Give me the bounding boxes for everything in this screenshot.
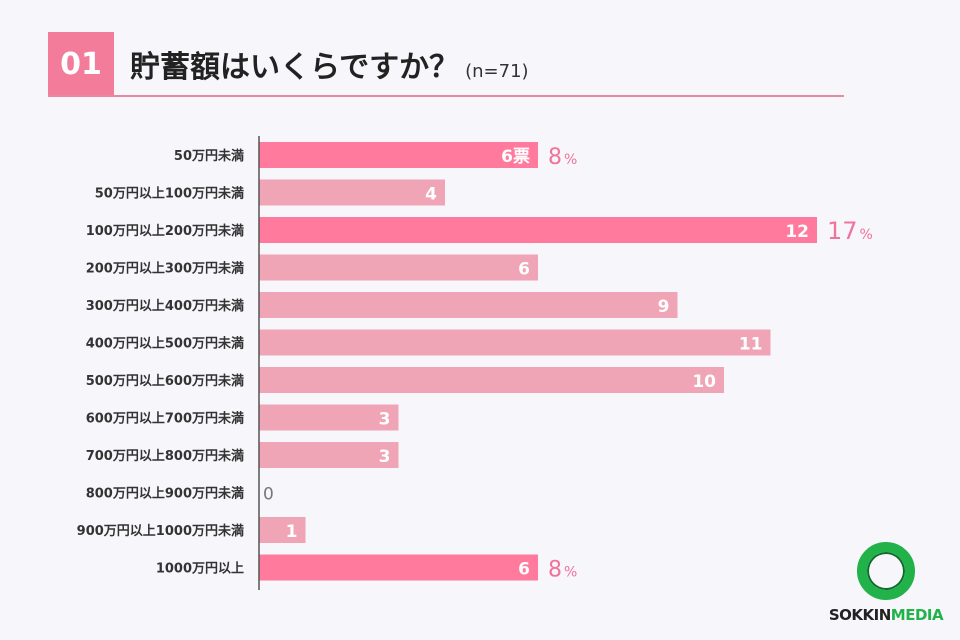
percent-label: 8% [548,145,577,170]
category-label: 400万円以上500万円未満 [86,336,244,352]
bar [259,179,445,206]
bar [259,517,306,543]
bar [259,442,399,468]
percent-label: 8% [548,558,577,583]
category-label: 500万円以上600万円未満 [86,373,244,389]
bar [259,254,538,281]
category-label: 100万円以上200万円未満 [86,223,244,239]
category-label: 900万円以上1000万円未満 [77,523,244,539]
bar [259,367,724,393]
bar-value-label: 6 [518,260,530,280]
category-label: 800万円以上900万円未満 [86,486,244,502]
bar-value-label: 1 [286,522,298,542]
chart-header: 01 貯蓄額はいくらですか？ (n=71) [48,32,844,97]
bar [259,404,399,431]
bar [259,142,538,168]
percent-label: 17% [827,217,873,245]
bar-value-label: 12 [785,222,809,242]
category-label: 50万円未満 [174,148,244,164]
bar-value-label: 6 [518,560,530,580]
sample-size: (n=71) [465,61,529,82]
chart-title-text: 貯蓄額はいくらですか？ [130,50,460,85]
bar-value-label: 0 [263,485,274,505]
bar-value-label: 6票 [501,147,530,167]
logo-ring-icon [857,542,915,600]
category-label: 600万円以上700万円未満 [86,411,244,427]
bar-value-label: 3 [379,447,391,467]
category-label: 50万円以上100万円未満 [95,186,244,202]
bar-value-label: 4 [425,185,437,205]
question-number-badge: 01 [48,32,114,96]
bar [259,554,538,581]
bar-value-label: 11 [739,335,763,355]
bar-value-label: 9 [658,297,670,317]
bar-value-label: 10 [692,372,716,392]
category-label: 700万円以上800万円未満 [86,448,244,464]
category-label: 200万円以上300万円未満 [86,261,244,277]
category-label: 1000万円以上 [156,562,244,577]
chart-title: 貯蓄額はいくらですか？ (n=71) [130,42,529,86]
category-label: 300万円以上400万円未満 [86,298,244,314]
bar [259,292,678,318]
header-underline [48,95,844,97]
bar-value-label: 3 [379,410,391,430]
bar [259,217,817,243]
logo-text: SOKKINMEDIA [828,606,944,624]
bar [259,329,771,356]
sokkin-media-logo: SOKKINMEDIA [826,540,946,630]
